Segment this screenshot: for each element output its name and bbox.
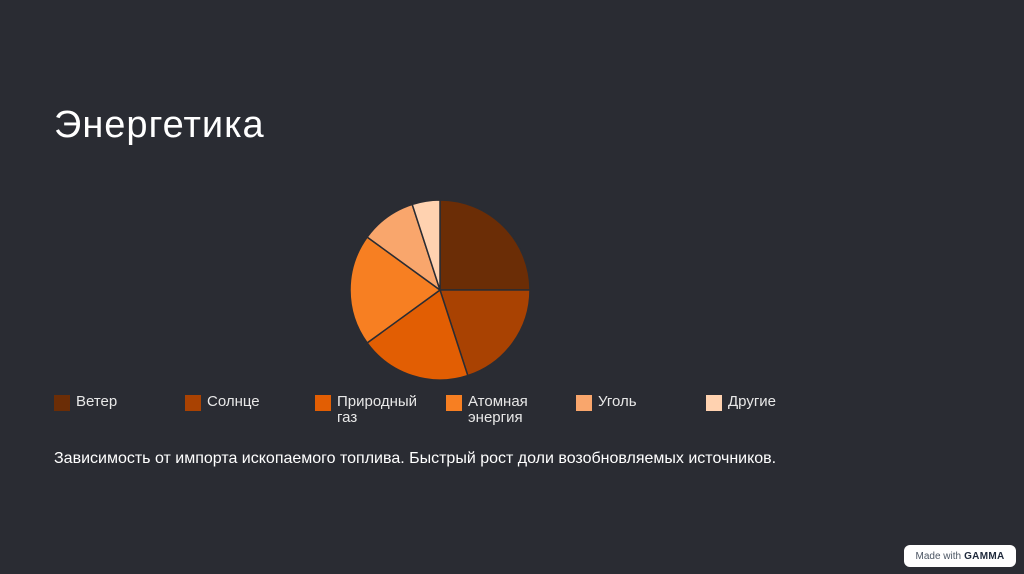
legend-item-natural-gas: Природный газ [315,394,427,426]
legend-item-other: Другие [706,394,776,411]
pie-slice-3 [349,236,442,344]
slide-title: Энергетика [54,104,265,146]
legend-swatch [54,395,70,411]
legend-label: Природный газ [337,393,418,426]
legend-item-nuclear: Атомная энергия [446,394,538,426]
pie-slice-0 [439,199,531,291]
legend-label: Атомная энергия [468,393,528,426]
gamma-logo: GAMMA [964,550,1005,562]
legend-item-wind: Ветер [54,394,117,411]
legend-swatch [576,395,592,411]
made-with-gamma-badge[interactable]: Made with GAMMA [904,545,1016,567]
legend-label: Солнце [207,393,260,410]
legend-swatch [446,395,462,411]
slide-description: Зависимость от импорта ископаемого топли… [54,450,777,467]
legend-label: Другие [728,393,777,410]
legend-swatch [315,395,331,411]
legend-swatch [185,395,201,411]
pie-slice-1 [438,289,531,377]
legend-label: Ветер [76,393,118,410]
pie-slice-5 [411,199,441,291]
chart-legend: Ветер Солнце Природный газ Атомная энерг… [54,394,854,434]
legend-swatch [706,395,722,411]
pie-chart [349,199,531,381]
pie-slice-2 [366,288,469,381]
badge-prefix: Made with [915,550,962,562]
legend-item-solar: Солнце [185,394,260,411]
legend-label: Уголь [598,393,637,410]
legend-item-coal: Уголь [576,394,637,411]
